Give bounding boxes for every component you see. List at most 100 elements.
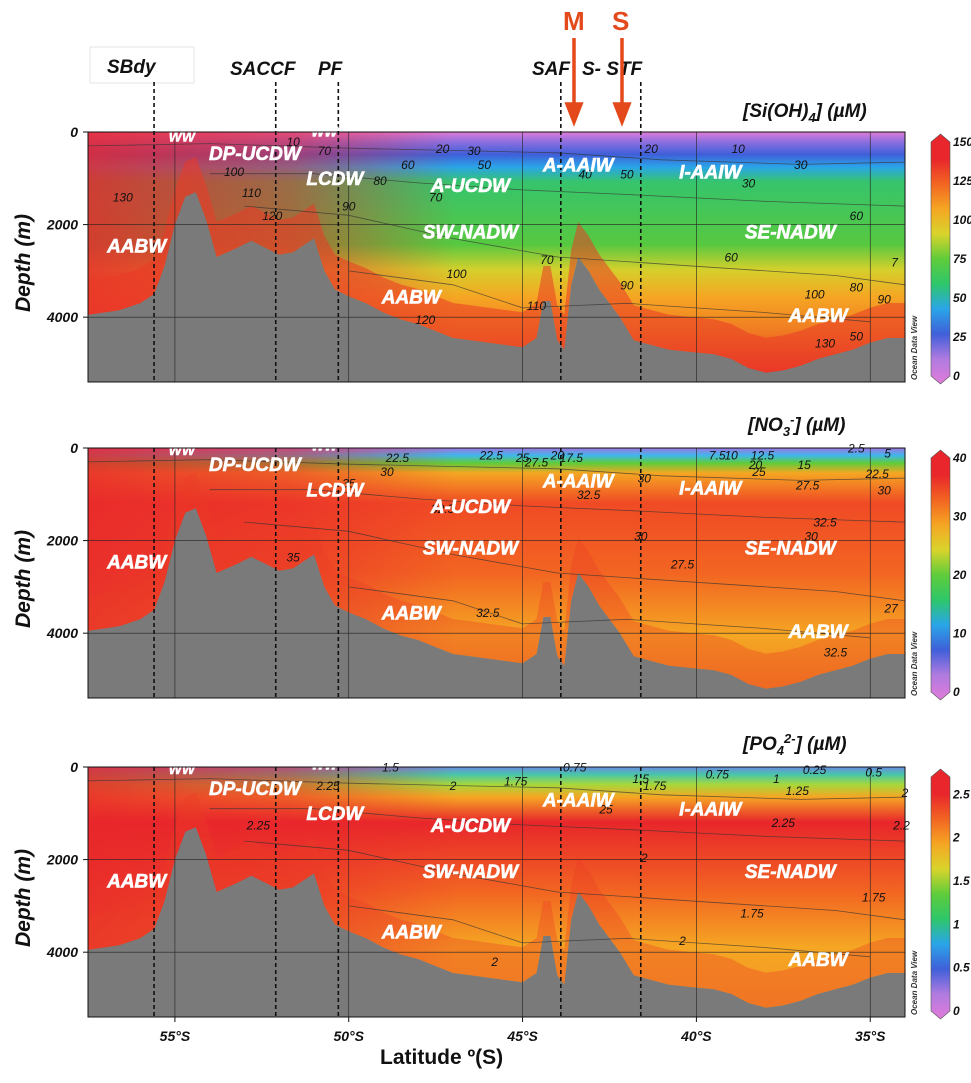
contour-label: 120 bbox=[262, 209, 282, 223]
contour-label: 12.5 bbox=[751, 449, 775, 463]
contour-label: 2.2 bbox=[892, 819, 910, 833]
contour-label: 100 bbox=[805, 288, 825, 302]
colorbar-tick-label: 0 bbox=[953, 685, 960, 699]
contour-label: 70 bbox=[318, 144, 332, 158]
contour-label: 50 bbox=[478, 158, 492, 172]
front-label-sbdy: SBdy bbox=[107, 57, 157, 78]
x-axis: 55°S 50°S 45°S 40°S 35°S bbox=[160, 1017, 886, 1044]
colorbar-tick-label: 40 bbox=[952, 451, 967, 465]
water-mass-label: WW bbox=[169, 761, 197, 777]
contour-label: 70 bbox=[429, 190, 443, 204]
panel-title: [Si(OH)4] (µM) bbox=[742, 101, 867, 125]
seafloor bbox=[88, 508, 905, 698]
contour-label: 27.5 bbox=[670, 557, 695, 571]
contour-label: 90 bbox=[342, 200, 356, 214]
contour-label: 35 bbox=[342, 476, 356, 490]
contour-label: 27.5 bbox=[524, 456, 549, 470]
contour-label: 32.5 bbox=[824, 645, 848, 659]
contour-label: 35 bbox=[286, 550, 300, 564]
colorbar-tick-label: 10 bbox=[953, 627, 967, 641]
contour-label: 7 bbox=[891, 255, 899, 269]
contour-label: 32.5 bbox=[577, 488, 601, 502]
contour-label: 80 bbox=[373, 174, 387, 188]
water-mass-label: SE-NADW bbox=[745, 538, 838, 559]
contour-label: 2.25 bbox=[246, 819, 271, 833]
water-mass-label: WW bbox=[169, 442, 197, 458]
water-mass-label: LCDW bbox=[306, 169, 365, 190]
x-tick-label: 45°S bbox=[506, 1028, 538, 1044]
y-tick-label: 4000 bbox=[46, 309, 78, 325]
water-mass-label: WW bbox=[311, 756, 339, 772]
contour-label: 30 bbox=[638, 472, 652, 486]
colorbar bbox=[930, 449, 951, 701]
colorbar-tick-label: 2.5 bbox=[952, 787, 970, 801]
contour-label: 2 bbox=[640, 851, 648, 865]
contour-line bbox=[348, 270, 871, 323]
contour-label: 30 bbox=[467, 144, 481, 158]
contour-label: 30 bbox=[634, 530, 648, 544]
water-mass-label: WW bbox=[169, 128, 197, 144]
contour-line bbox=[87, 778, 906, 800]
contour-label: 2.5 bbox=[847, 442, 865, 456]
water-mass-label: DP-UCDW bbox=[209, 144, 303, 165]
colorbar-tick-label: 1 bbox=[953, 917, 960, 931]
contour-line bbox=[87, 143, 906, 165]
water-mass-label: A-UCDW bbox=[430, 176, 512, 197]
contour-label: 20 bbox=[644, 142, 659, 156]
y-axis-label: Depth (m) bbox=[12, 214, 35, 312]
contour-label: 32.5 bbox=[476, 606, 500, 620]
contour-label: 100 bbox=[224, 165, 244, 179]
bottom-water-band bbox=[88, 792, 905, 1008]
contour-label: 2 bbox=[490, 955, 498, 969]
y-tick-label: 0 bbox=[70, 440, 78, 456]
contour-label: 40 bbox=[578, 167, 592, 181]
contour-label: 30 bbox=[380, 465, 394, 479]
contour-label: 27.5 bbox=[795, 479, 820, 493]
contour-label: 50 bbox=[850, 329, 864, 343]
contour-line bbox=[244, 205, 906, 286]
odv-credit: Ocean Data View bbox=[910, 631, 919, 696]
x-tick-label: 50°S bbox=[333, 1028, 364, 1044]
contour-label: 2.25 bbox=[771, 816, 796, 830]
contour-label: 7.5 bbox=[709, 449, 726, 463]
station-marker-s-arrow bbox=[612, 38, 632, 127]
contour-label: 90 bbox=[620, 278, 634, 292]
colorbar-tick-label: 100 bbox=[953, 213, 971, 227]
water-mass-label: A-AAIW bbox=[542, 471, 616, 492]
contour-label: 1.75 bbox=[504, 775, 528, 789]
colorbar-tick-label: 50 bbox=[953, 291, 967, 305]
contour-label: 30 bbox=[877, 483, 891, 497]
water-mass-label: AABW bbox=[381, 603, 443, 624]
colorbar-tick-label: 150 bbox=[953, 135, 971, 149]
contour-label: 1.5 bbox=[632, 772, 649, 786]
front-label-saccf: SACCF bbox=[230, 59, 297, 80]
front-label-saf: SAF bbox=[532, 59, 571, 80]
y-tick-label: 0 bbox=[70, 759, 78, 775]
contour-label: 2 bbox=[678, 934, 686, 948]
bottom-water-band bbox=[88, 157, 905, 373]
contour-label: 0.75 bbox=[706, 768, 730, 782]
water-mass-label: A-AAIW bbox=[542, 155, 616, 176]
contour-label: 22.5 bbox=[385, 451, 410, 465]
contour-label: 1 bbox=[773, 772, 780, 786]
contour-label: 27 bbox=[883, 601, 899, 615]
water-mass-label: I-AAIW bbox=[679, 478, 743, 499]
colorbar bbox=[930, 133, 951, 385]
contour-label: 32.5 bbox=[813, 516, 837, 530]
water-mass-label: LCDW bbox=[306, 804, 365, 825]
water-mass-label: AABW bbox=[788, 950, 850, 971]
seafloor bbox=[88, 192, 905, 382]
contour-label: 25 bbox=[751, 465, 766, 479]
contour-label: 70 bbox=[540, 253, 554, 267]
odv-credit: Ocean Data View bbox=[910, 950, 919, 1015]
contour-label: 20 bbox=[550, 449, 565, 463]
front-labels-header: SBdy SACCF PF SAF S- STF bbox=[89, 46, 644, 84]
contour-line bbox=[244, 840, 906, 921]
contour-label: 30 bbox=[742, 177, 756, 191]
water-mass-label: AABW bbox=[381, 922, 443, 943]
contour-label: 110 bbox=[242, 186, 261, 200]
contour-line bbox=[209, 173, 906, 207]
water-mass-label: AABW bbox=[106, 236, 168, 257]
